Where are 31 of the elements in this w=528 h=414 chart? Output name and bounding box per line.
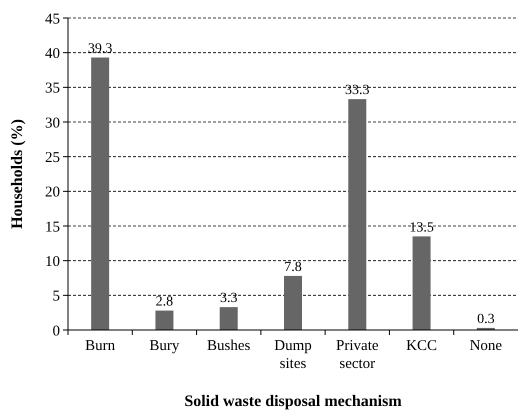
data-label: 3.3 xyxy=(220,291,238,306)
y-tick-label: 40 xyxy=(45,46,60,62)
bar xyxy=(412,236,431,330)
y-tick-label: 15 xyxy=(45,219,60,236)
x-tick-label: Private sector xyxy=(336,338,379,372)
y-axis-title: Households (%) xyxy=(9,119,26,229)
data-label: 33.3 xyxy=(345,83,370,98)
x-axis-title: Solid waste disposal mechanism xyxy=(184,393,402,410)
bar xyxy=(220,307,238,330)
y-tick-label: 35 xyxy=(45,80,60,97)
y-tick-label: 0 xyxy=(52,323,60,340)
bar xyxy=(348,99,366,330)
data-label: 0.3 xyxy=(477,312,495,327)
data-label: 7.8 xyxy=(284,260,302,275)
bar xyxy=(91,58,110,330)
data-label: 2.8 xyxy=(156,294,174,310)
x-tick-label: Dump sites xyxy=(274,338,312,372)
y-tick-label: 5 xyxy=(52,288,60,305)
y-tick-label: 25 xyxy=(45,150,60,166)
y-tick-label: 20 xyxy=(45,184,60,201)
x-tick-label: KCC xyxy=(406,338,437,354)
x-tick-label: Burn xyxy=(85,338,116,354)
x-tick-label: None xyxy=(470,338,502,354)
y-tick-label: 10 xyxy=(45,254,60,270)
bar xyxy=(284,276,302,330)
x-tick-label: Bushes xyxy=(207,338,251,354)
y-tick-label: 45 xyxy=(45,11,60,28)
y-tick-label: 30 xyxy=(45,115,60,132)
data-label: 13.5 xyxy=(409,220,434,236)
x-tick-label: Bury xyxy=(149,338,180,354)
bar xyxy=(155,310,174,330)
